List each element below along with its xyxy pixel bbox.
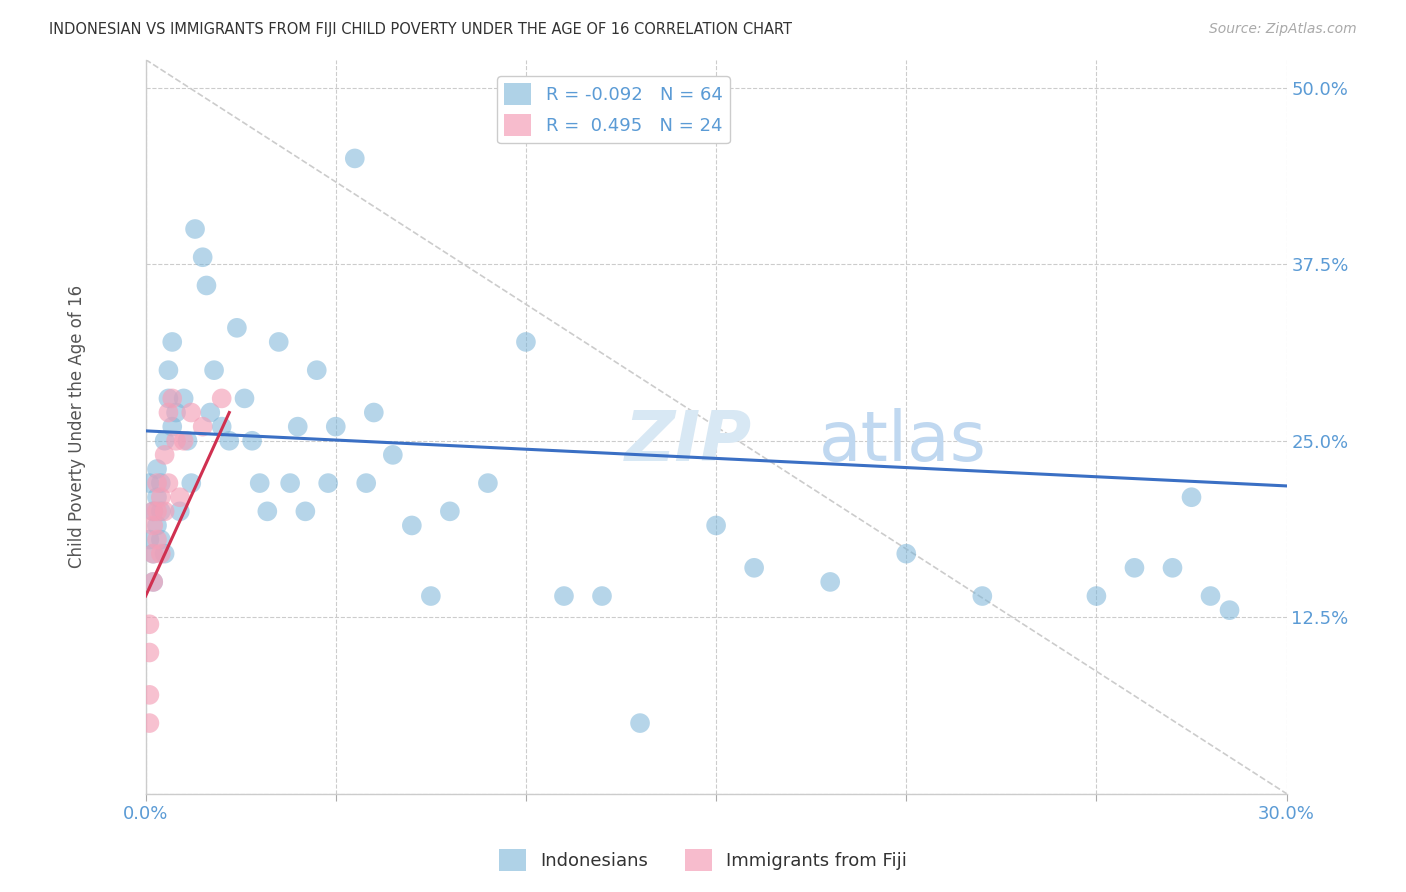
Point: [896, 547, 918, 561]
Point: [233, 392, 256, 406]
Point: [553, 589, 575, 603]
Point: [972, 589, 994, 603]
Point: [477, 476, 499, 491]
Point: [149, 533, 172, 547]
Point: [704, 518, 727, 533]
Point: [515, 334, 537, 349]
Point: [742, 561, 765, 575]
Point: [1161, 561, 1184, 575]
Point: [200, 405, 222, 419]
Point: [169, 490, 191, 504]
Point: [157, 405, 180, 419]
Point: [146, 518, 169, 533]
Point: [138, 476, 160, 491]
Point: [153, 547, 176, 561]
Point: [419, 589, 441, 603]
Point: [142, 547, 165, 561]
Point: [381, 448, 404, 462]
Point: [191, 250, 214, 264]
Point: [267, 334, 290, 349]
Point: [316, 476, 339, 491]
Point: [142, 504, 165, 518]
Point: [153, 448, 176, 462]
Point: [173, 392, 195, 406]
Point: [146, 504, 169, 518]
Point: [149, 476, 172, 491]
Point: [249, 476, 271, 491]
Point: [278, 476, 301, 491]
Point: [225, 321, 247, 335]
Point: [363, 405, 385, 419]
Point: [138, 716, 160, 731]
Text: Child Poverty Under the Age of 16: Child Poverty Under the Age of 16: [67, 285, 86, 568]
Point: [146, 476, 169, 491]
Point: [165, 405, 187, 419]
Point: [173, 434, 195, 448]
Point: [1180, 490, 1202, 504]
Point: [138, 688, 160, 702]
Point: [176, 434, 198, 448]
Point: [157, 363, 180, 377]
Point: [1218, 603, 1240, 617]
Point: [325, 419, 347, 434]
Point: [287, 419, 309, 434]
Point: [142, 518, 165, 533]
Point: [439, 504, 461, 518]
Point: [211, 392, 233, 406]
Point: [142, 574, 165, 589]
Point: [146, 490, 169, 504]
Point: [195, 278, 218, 293]
Point: [142, 547, 165, 561]
Point: [256, 504, 278, 518]
Point: [1199, 589, 1222, 603]
Point: [142, 574, 165, 589]
Point: [401, 518, 423, 533]
Text: Source: ZipAtlas.com: Source: ZipAtlas.com: [1209, 22, 1357, 37]
Point: [142, 504, 165, 518]
Point: [218, 434, 240, 448]
Text: ZIP: ZIP: [624, 408, 752, 475]
Point: [343, 152, 366, 166]
Legend: Indonesians, Immigrants from Fiji: Indonesians, Immigrants from Fiji: [492, 842, 914, 879]
Point: [149, 490, 172, 504]
Point: [191, 419, 214, 434]
Point: [591, 589, 613, 603]
Point: [180, 476, 202, 491]
Point: [354, 476, 377, 491]
Point: [240, 434, 263, 448]
Point: [294, 504, 316, 518]
Point: [149, 504, 172, 518]
Point: [1123, 561, 1146, 575]
Point: [169, 504, 191, 518]
Text: atlas: atlas: [818, 408, 987, 475]
Point: [162, 392, 184, 406]
Legend: R = -0.092   N = 64, R =  0.495   N = 24: R = -0.092 N = 64, R = 0.495 N = 24: [496, 76, 730, 144]
Point: [157, 392, 180, 406]
Point: [202, 363, 225, 377]
Point: [138, 646, 160, 660]
Point: [162, 334, 184, 349]
Point: [146, 462, 169, 476]
Point: [211, 419, 233, 434]
Point: [138, 617, 160, 632]
Point: [165, 434, 187, 448]
Point: [184, 222, 207, 236]
Point: [157, 476, 180, 491]
Point: [153, 434, 176, 448]
Point: [305, 363, 328, 377]
Point: [1085, 589, 1108, 603]
Point: [162, 419, 184, 434]
Point: [146, 533, 169, 547]
Point: [138, 533, 160, 547]
Text: INDONESIAN VS IMMIGRANTS FROM FIJI CHILD POVERTY UNDER THE AGE OF 16 CORRELATION: INDONESIAN VS IMMIGRANTS FROM FIJI CHILD…: [49, 22, 792, 37]
Point: [628, 716, 651, 731]
Point: [818, 574, 841, 589]
Point: [180, 405, 202, 419]
Point: [149, 547, 172, 561]
Point: [153, 504, 176, 518]
